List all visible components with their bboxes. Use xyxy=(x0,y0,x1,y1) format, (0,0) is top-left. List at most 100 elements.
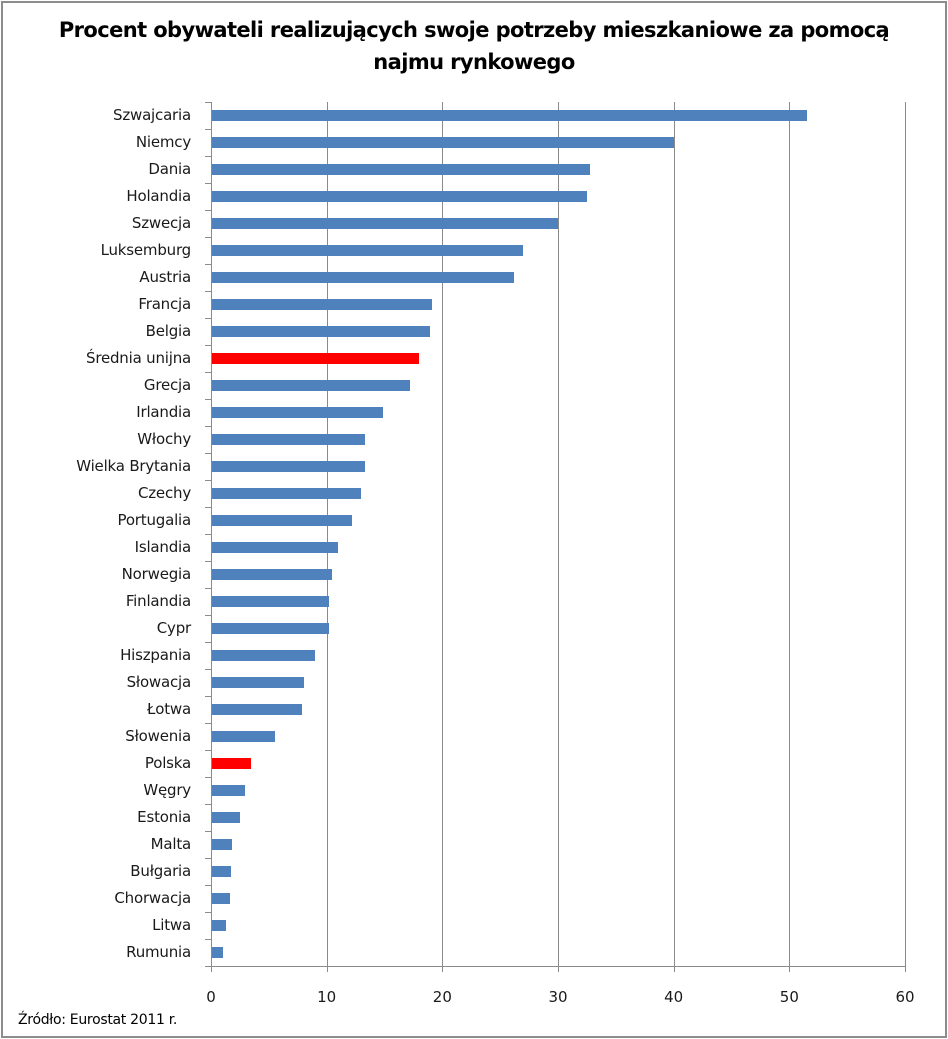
bar xyxy=(211,569,333,580)
x-tick-label: 0 xyxy=(206,988,216,1006)
bar xyxy=(211,677,304,688)
y-tick xyxy=(205,777,211,778)
y-tick xyxy=(205,750,211,751)
y-tick xyxy=(205,912,211,913)
chart-title-line1: Procent obywateli realizujących swoje po… xyxy=(58,18,890,42)
bar xyxy=(211,893,230,904)
y-tick xyxy=(205,345,211,346)
category-label: Polska xyxy=(144,753,191,772)
category-label: Francja xyxy=(138,294,191,313)
y-tick xyxy=(205,804,211,805)
category-label: Grecja xyxy=(143,375,191,394)
bar xyxy=(211,623,329,634)
y-tick xyxy=(205,426,211,427)
category-label: Belgia xyxy=(145,321,192,340)
x-tick-label: 50 xyxy=(779,988,799,1006)
y-tick xyxy=(205,237,211,238)
y-tick xyxy=(205,183,211,184)
x-tick-label: 60 xyxy=(895,988,915,1006)
bar xyxy=(211,461,365,472)
y-tick xyxy=(205,156,211,157)
x-tick-label: 30 xyxy=(548,988,568,1006)
y-tick xyxy=(205,561,211,562)
y-tick xyxy=(205,642,211,643)
bar xyxy=(211,353,420,364)
y-tick xyxy=(205,615,211,616)
source-note: Źródło: Eurostat 2011 r. xyxy=(18,1012,178,1028)
category-label: Wielka Brytania xyxy=(76,456,191,475)
gridline xyxy=(673,102,675,966)
bar xyxy=(211,380,410,391)
bar xyxy=(211,488,362,499)
y-tick xyxy=(205,399,211,400)
y-tick xyxy=(205,885,211,886)
bar xyxy=(211,191,587,202)
y-tick xyxy=(205,210,211,211)
y-tick xyxy=(205,372,211,373)
category-label: Rumunia xyxy=(126,942,191,961)
category-label: Czechy xyxy=(137,483,191,502)
bar xyxy=(211,758,252,769)
category-label: Portugalia xyxy=(117,510,192,529)
bar xyxy=(211,866,231,877)
category-label: Finlandia xyxy=(125,591,191,610)
x-tick xyxy=(326,966,328,972)
y-tick xyxy=(205,264,211,265)
category-label: Malta xyxy=(150,834,192,853)
y-tick xyxy=(205,939,211,940)
bar xyxy=(211,434,365,445)
bar xyxy=(211,731,275,742)
y-tick xyxy=(205,129,211,130)
gridline xyxy=(326,102,328,966)
category-label: Niemcy xyxy=(135,132,191,151)
bar xyxy=(211,137,674,148)
y-tick xyxy=(205,534,211,535)
gridline xyxy=(905,102,906,966)
bar xyxy=(211,542,339,553)
y-tick xyxy=(205,507,211,508)
y-tick xyxy=(205,831,211,832)
category-label: Holandia xyxy=(126,186,191,205)
category-label: Szwajcaria xyxy=(113,105,191,124)
y-tick xyxy=(205,696,211,697)
y-tick xyxy=(205,480,211,481)
bar xyxy=(211,326,430,337)
x-tick xyxy=(211,966,212,972)
bar xyxy=(211,596,329,607)
bar xyxy=(211,245,524,256)
bar xyxy=(211,515,353,526)
bar xyxy=(211,785,245,796)
chart-title: Procent obywateli realizujących swoje po… xyxy=(0,14,948,78)
y-tick xyxy=(205,318,211,319)
bar xyxy=(211,164,591,175)
x-tick-label: 10 xyxy=(317,988,337,1006)
bar xyxy=(211,650,316,661)
bar xyxy=(211,407,384,418)
y-tick xyxy=(205,723,211,724)
y-tick xyxy=(205,453,211,454)
chart-title-line2: najmu rynkowego xyxy=(373,50,575,74)
x-tick-label: 40 xyxy=(664,988,684,1006)
category-label: Szwecja xyxy=(131,213,191,232)
category-label: Średnia unijna xyxy=(86,348,191,367)
category-label: Cypr xyxy=(156,618,191,637)
category-label: Estonia xyxy=(137,807,191,826)
x-axis xyxy=(205,966,906,967)
gridline xyxy=(558,102,559,966)
bar xyxy=(211,947,223,958)
y-tick xyxy=(205,669,211,670)
x-tick xyxy=(789,966,791,972)
bar xyxy=(211,110,807,121)
bar xyxy=(211,299,432,310)
plot-area xyxy=(211,102,906,966)
category-label: Węgry xyxy=(143,780,191,799)
category-label: Norwegia xyxy=(121,564,192,583)
category-label: Bułgaria xyxy=(130,861,191,880)
bar xyxy=(211,812,240,823)
category-label: Łotwa xyxy=(147,699,191,718)
category-label: Włochy xyxy=(137,429,191,448)
bar xyxy=(211,704,303,715)
y-tick xyxy=(205,588,211,589)
x-tick xyxy=(673,966,675,972)
category-label: Irlandia xyxy=(136,402,191,421)
